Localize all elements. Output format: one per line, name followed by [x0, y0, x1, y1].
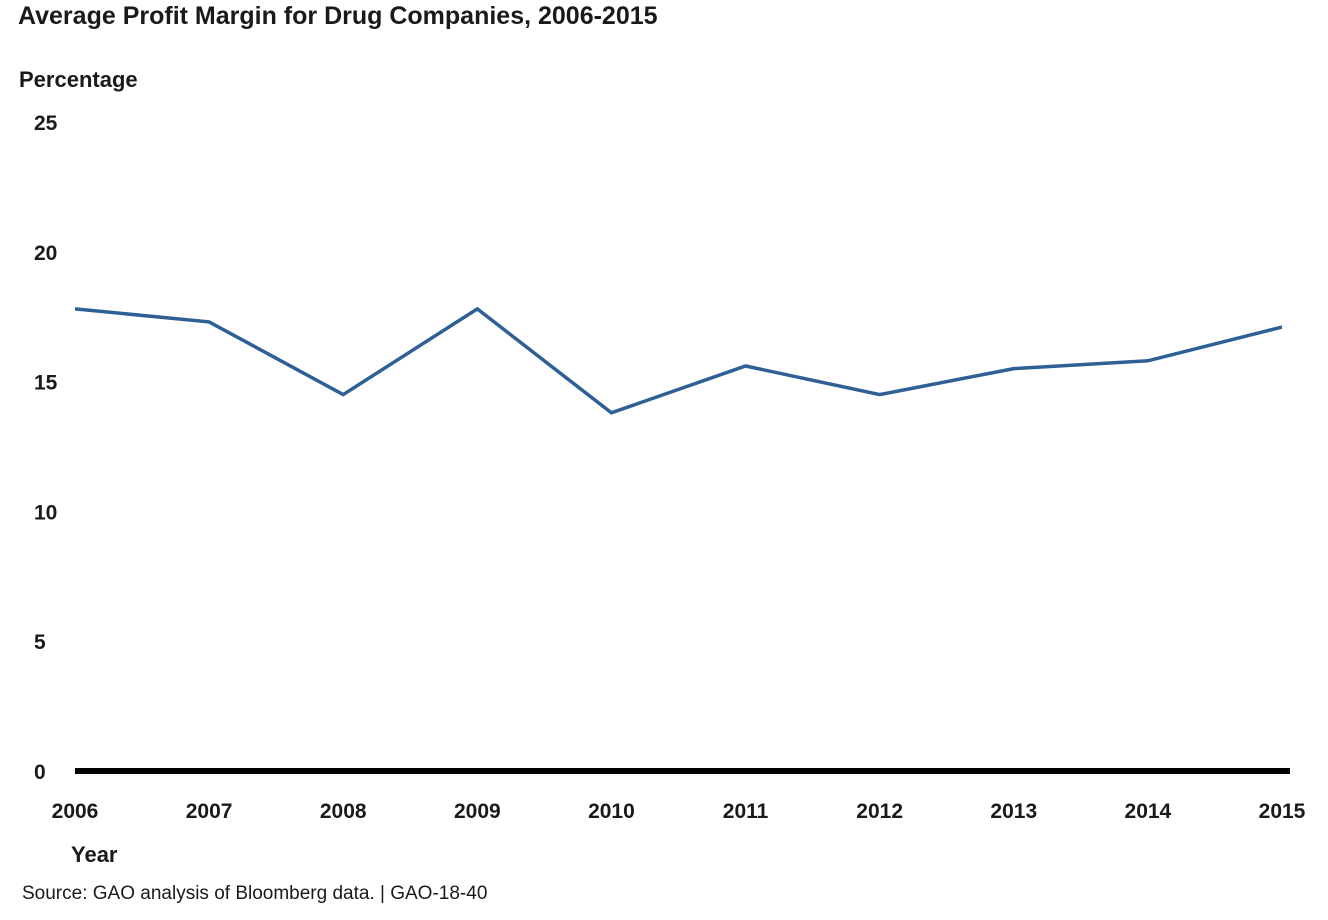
x-tick-label: 2006: [52, 800, 99, 823]
x-tick-labels: 2006 2007 2008 2009 2010 2011 2012 2013 2014 2015: [52, 800, 1306, 823]
y-axis-label: Percentage: [19, 67, 138, 92]
source-note: Source: GAO analysis of Bloomberg data. …: [22, 883, 488, 904]
y-tick-labels: 0 5 10 15 20 25: [34, 112, 58, 784]
chart-title: Average Profit Margin for Drug Companies…: [18, 2, 658, 30]
series-layer: [74, 306, 1283, 415]
x-tick-label: 2009: [454, 800, 501, 823]
y-tick-label: 20: [34, 242, 57, 265]
x-tick-label: 2007: [186, 800, 233, 823]
x-tick-label: 2010: [588, 800, 635, 823]
x-tick-label: 2013: [990, 800, 1037, 823]
x-tick-label: 2014: [1125, 800, 1172, 823]
y-tick-label: 15: [34, 372, 58, 395]
y-tick-label: 5: [34, 631, 46, 654]
x-tick-label: 2012: [856, 800, 903, 823]
x-tick-label: 2008: [320, 800, 367, 823]
x-tick-label: 2015: [1259, 800, 1306, 823]
y-tick-label: 10: [34, 501, 57, 524]
x-tick-label: 2011: [723, 800, 769, 823]
y-tick-label: 0: [34, 761, 46, 784]
series-line: [74, 306, 1283, 415]
x-axis-label: Year: [71, 842, 118, 867]
y-tick-label: 25: [34, 112, 58, 135]
